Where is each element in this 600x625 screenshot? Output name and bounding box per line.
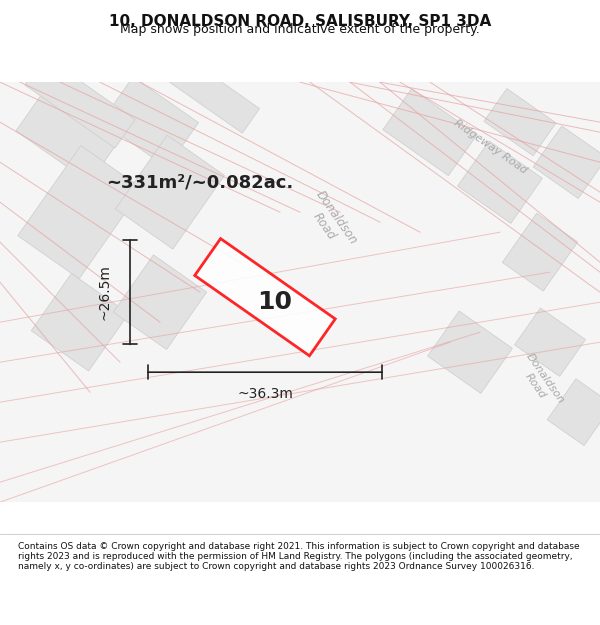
Polygon shape bbox=[160, 51, 260, 133]
Polygon shape bbox=[116, 135, 224, 249]
Polygon shape bbox=[458, 141, 542, 223]
Text: Donaldson
Road: Donaldson Road bbox=[514, 352, 566, 412]
Polygon shape bbox=[533, 126, 600, 199]
Polygon shape bbox=[16, 82, 124, 182]
Text: ~36.3m: ~36.3m bbox=[237, 387, 293, 401]
Text: Map shows position and indicative extent of the property.: Map shows position and indicative extent… bbox=[120, 23, 480, 36]
Polygon shape bbox=[515, 308, 586, 376]
Text: ~26.5m: ~26.5m bbox=[98, 264, 112, 320]
Polygon shape bbox=[0, 68, 284, 167]
Text: Donaldson
Road: Donaldson Road bbox=[301, 189, 359, 256]
Text: Ridgeway Road: Ridgeway Road bbox=[452, 118, 529, 176]
Polygon shape bbox=[18, 146, 142, 279]
Text: ~331m²/~0.082ac.: ~331m²/~0.082ac. bbox=[106, 173, 293, 191]
Polygon shape bbox=[113, 255, 206, 349]
Polygon shape bbox=[547, 379, 600, 446]
Polygon shape bbox=[31, 274, 129, 371]
Polygon shape bbox=[259, 74, 441, 451]
Polygon shape bbox=[383, 89, 477, 176]
Polygon shape bbox=[195, 239, 335, 356]
Polygon shape bbox=[502, 213, 578, 291]
Polygon shape bbox=[101, 77, 199, 168]
Polygon shape bbox=[0, 180, 253, 274]
Polygon shape bbox=[484, 89, 556, 156]
Polygon shape bbox=[428, 311, 512, 393]
Text: 10: 10 bbox=[257, 290, 293, 314]
Polygon shape bbox=[25, 56, 135, 148]
Text: 10, DONALDSON ROAD, SALISBURY, SP1 3DA: 10, DONALDSON ROAD, SALISBURY, SP1 3DA bbox=[109, 14, 491, 29]
Text: Contains OS data © Crown copyright and database right 2021. This information is : Contains OS data © Crown copyright and d… bbox=[18, 542, 580, 571]
